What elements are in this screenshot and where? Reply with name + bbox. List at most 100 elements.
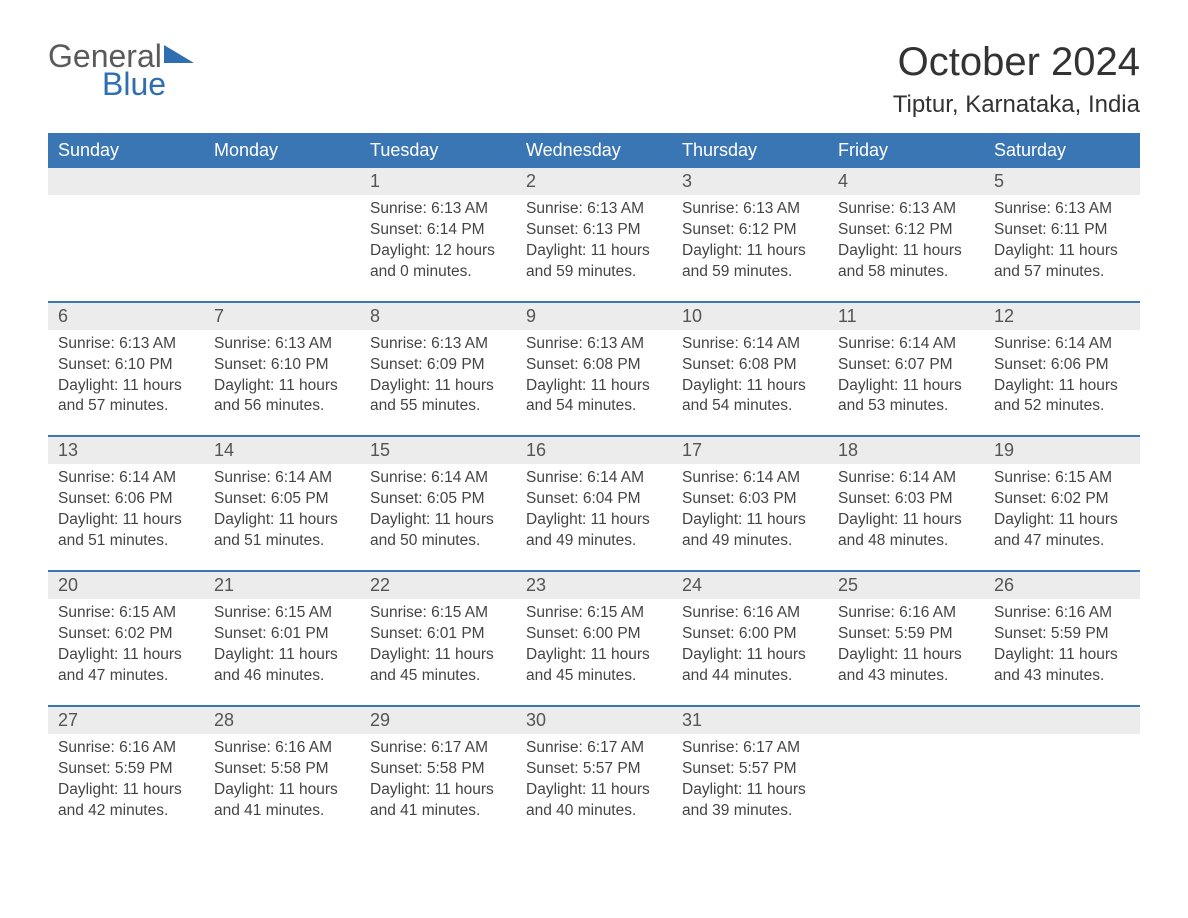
day-number: 15 bbox=[360, 437, 516, 464]
calendar-cell: 5Sunrise: 6:13 AMSunset: 6:11 PMDaylight… bbox=[984, 168, 1140, 301]
calendar-cell: 4Sunrise: 6:13 AMSunset: 6:12 PMDaylight… bbox=[828, 168, 984, 301]
daylight-line: Daylight: 11 hours and 58 minutes. bbox=[838, 241, 974, 283]
daylight-line: Daylight: 11 hours and 57 minutes. bbox=[994, 241, 1130, 283]
day-number: 3 bbox=[672, 168, 828, 195]
calendar-cell: 28Sunrise: 6:16 AMSunset: 5:58 PMDayligh… bbox=[204, 705, 360, 840]
daylight-line: Daylight: 11 hours and 42 minutes. bbox=[58, 780, 194, 822]
calendar-grid: SundayMondayTuesdayWednesdayThursdayFrid… bbox=[48, 133, 1140, 839]
calendar-cell: 26Sunrise: 6:16 AMSunset: 5:59 PMDayligh… bbox=[984, 570, 1140, 705]
day-number bbox=[48, 168, 204, 195]
daylight-line: Daylight: 11 hours and 51 minutes. bbox=[58, 510, 194, 552]
calendar-cell bbox=[204, 168, 360, 301]
day-detail: Sunrise: 6:14 AMSunset: 6:03 PMDaylight:… bbox=[672, 464, 828, 552]
sunset-line: Sunset: 5:59 PM bbox=[838, 624, 974, 645]
calendar-cell: 17Sunrise: 6:14 AMSunset: 6:03 PMDayligh… bbox=[672, 435, 828, 570]
calendar-cell: 22Sunrise: 6:15 AMSunset: 6:01 PMDayligh… bbox=[360, 570, 516, 705]
calendar-cell: 19Sunrise: 6:15 AMSunset: 6:02 PMDayligh… bbox=[984, 435, 1140, 570]
day-number: 21 bbox=[204, 572, 360, 599]
sunset-line: Sunset: 6:01 PM bbox=[370, 624, 506, 645]
calendar-cell: 8Sunrise: 6:13 AMSunset: 6:09 PMDaylight… bbox=[360, 301, 516, 436]
daylight-line: Daylight: 11 hours and 54 minutes. bbox=[682, 376, 818, 418]
calendar-cell: 13Sunrise: 6:14 AMSunset: 6:06 PMDayligh… bbox=[48, 435, 204, 570]
daylight-line: Daylight: 11 hours and 43 minutes. bbox=[994, 645, 1130, 687]
day-detail: Sunrise: 6:16 AMSunset: 6:00 PMDaylight:… bbox=[672, 599, 828, 687]
calendar-cell bbox=[48, 168, 204, 301]
sunrise-line: Sunrise: 6:15 AM bbox=[370, 603, 506, 624]
day-detail: Sunrise: 6:13 AMSunset: 6:09 PMDaylight:… bbox=[360, 330, 516, 418]
day-number: 31 bbox=[672, 707, 828, 734]
day-number: 13 bbox=[48, 437, 204, 464]
daylight-line: Daylight: 11 hours and 47 minutes. bbox=[58, 645, 194, 687]
day-detail: Sunrise: 6:16 AMSunset: 5:58 PMDaylight:… bbox=[204, 734, 360, 822]
sunset-line: Sunset: 5:59 PM bbox=[58, 759, 194, 780]
day-number: 23 bbox=[516, 572, 672, 599]
sunset-line: Sunset: 5:58 PM bbox=[214, 759, 350, 780]
sunrise-line: Sunrise: 6:14 AM bbox=[214, 468, 350, 489]
sunset-line: Sunset: 6:10 PM bbox=[214, 355, 350, 376]
calendar-cell: 25Sunrise: 6:16 AMSunset: 5:59 PMDayligh… bbox=[828, 570, 984, 705]
calendar-cell: 20Sunrise: 6:15 AMSunset: 6:02 PMDayligh… bbox=[48, 570, 204, 705]
daylight-line: Daylight: 11 hours and 49 minutes. bbox=[526, 510, 662, 552]
day-detail: Sunrise: 6:13 AMSunset: 6:14 PMDaylight:… bbox=[360, 195, 516, 283]
calendar-cell: 1Sunrise: 6:13 AMSunset: 6:14 PMDaylight… bbox=[360, 168, 516, 301]
sunrise-line: Sunrise: 6:13 AM bbox=[526, 199, 662, 220]
calendar-cell: 11Sunrise: 6:14 AMSunset: 6:07 PMDayligh… bbox=[828, 301, 984, 436]
sunset-line: Sunset: 6:07 PM bbox=[838, 355, 974, 376]
sunset-line: Sunset: 6:12 PM bbox=[838, 220, 974, 241]
calendar-cell: 24Sunrise: 6:16 AMSunset: 6:00 PMDayligh… bbox=[672, 570, 828, 705]
dow-label: Wednesday bbox=[516, 133, 672, 168]
daylight-line: Daylight: 11 hours and 41 minutes. bbox=[370, 780, 506, 822]
day-detail: Sunrise: 6:15 AMSunset: 6:02 PMDaylight:… bbox=[984, 464, 1140, 552]
daylight-line: Daylight: 11 hours and 53 minutes. bbox=[838, 376, 974, 418]
sunset-line: Sunset: 6:05 PM bbox=[370, 489, 506, 510]
sunrise-line: Sunrise: 6:16 AM bbox=[838, 603, 974, 624]
daylight-line: Daylight: 11 hours and 40 minutes. bbox=[526, 780, 662, 822]
sunrise-line: Sunrise: 6:14 AM bbox=[682, 334, 818, 355]
day-number: 30 bbox=[516, 707, 672, 734]
calendar-cell: 6Sunrise: 6:13 AMSunset: 6:10 PMDaylight… bbox=[48, 301, 204, 436]
day-detail: Sunrise: 6:16 AMSunset: 5:59 PMDaylight:… bbox=[984, 599, 1140, 687]
sunrise-line: Sunrise: 6:13 AM bbox=[370, 334, 506, 355]
day-detail: Sunrise: 6:15 AMSunset: 6:01 PMDaylight:… bbox=[204, 599, 360, 687]
calendar-week: 20Sunrise: 6:15 AMSunset: 6:02 PMDayligh… bbox=[48, 570, 1140, 705]
calendar-cell bbox=[984, 705, 1140, 840]
daylight-line: Daylight: 11 hours and 59 minutes. bbox=[526, 241, 662, 283]
day-detail: Sunrise: 6:14 AMSunset: 6:05 PMDaylight:… bbox=[204, 464, 360, 552]
daylight-line: Daylight: 11 hours and 39 minutes. bbox=[682, 780, 818, 822]
day-number: 20 bbox=[48, 572, 204, 599]
sunset-line: Sunset: 6:14 PM bbox=[370, 220, 506, 241]
day-number: 12 bbox=[984, 303, 1140, 330]
daylight-line: Daylight: 11 hours and 57 minutes. bbox=[58, 376, 194, 418]
sunrise-line: Sunrise: 6:13 AM bbox=[838, 199, 974, 220]
sunrise-line: Sunrise: 6:13 AM bbox=[682, 199, 818, 220]
day-detail: Sunrise: 6:16 AMSunset: 5:59 PMDaylight:… bbox=[48, 734, 204, 822]
daylight-line: Daylight: 11 hours and 56 minutes. bbox=[214, 376, 350, 418]
sunset-line: Sunset: 6:05 PM bbox=[214, 489, 350, 510]
day-number: 8 bbox=[360, 303, 516, 330]
weeks-container: 1Sunrise: 6:13 AMSunset: 6:14 PMDaylight… bbox=[48, 168, 1140, 839]
day-number: 27 bbox=[48, 707, 204, 734]
dow-label: Saturday bbox=[984, 133, 1140, 168]
day-number: 10 bbox=[672, 303, 828, 330]
day-detail: Sunrise: 6:13 AMSunset: 6:11 PMDaylight:… bbox=[984, 195, 1140, 283]
sunset-line: Sunset: 5:57 PM bbox=[526, 759, 662, 780]
day-number: 22 bbox=[360, 572, 516, 599]
calendar-week: 27Sunrise: 6:16 AMSunset: 5:59 PMDayligh… bbox=[48, 705, 1140, 840]
calendar-cell: 27Sunrise: 6:16 AMSunset: 5:59 PMDayligh… bbox=[48, 705, 204, 840]
day-number: 18 bbox=[828, 437, 984, 464]
dow-label: Tuesday bbox=[360, 133, 516, 168]
day-number: 9 bbox=[516, 303, 672, 330]
day-number: 29 bbox=[360, 707, 516, 734]
sunrise-line: Sunrise: 6:15 AM bbox=[214, 603, 350, 624]
sunset-line: Sunset: 6:06 PM bbox=[994, 355, 1130, 376]
calendar-cell: 18Sunrise: 6:14 AMSunset: 6:03 PMDayligh… bbox=[828, 435, 984, 570]
day-number: 17 bbox=[672, 437, 828, 464]
daylight-line: Daylight: 11 hours and 43 minutes. bbox=[838, 645, 974, 687]
calendar-cell: 2Sunrise: 6:13 AMSunset: 6:13 PMDaylight… bbox=[516, 168, 672, 301]
day-detail: Sunrise: 6:15 AMSunset: 6:00 PMDaylight:… bbox=[516, 599, 672, 687]
sunrise-line: Sunrise: 6:13 AM bbox=[214, 334, 350, 355]
day-detail: Sunrise: 6:15 AMSunset: 6:02 PMDaylight:… bbox=[48, 599, 204, 687]
sunrise-line: Sunrise: 6:16 AM bbox=[682, 603, 818, 624]
sunrise-line: Sunrise: 6:14 AM bbox=[994, 334, 1130, 355]
calendar-cell: 16Sunrise: 6:14 AMSunset: 6:04 PMDayligh… bbox=[516, 435, 672, 570]
